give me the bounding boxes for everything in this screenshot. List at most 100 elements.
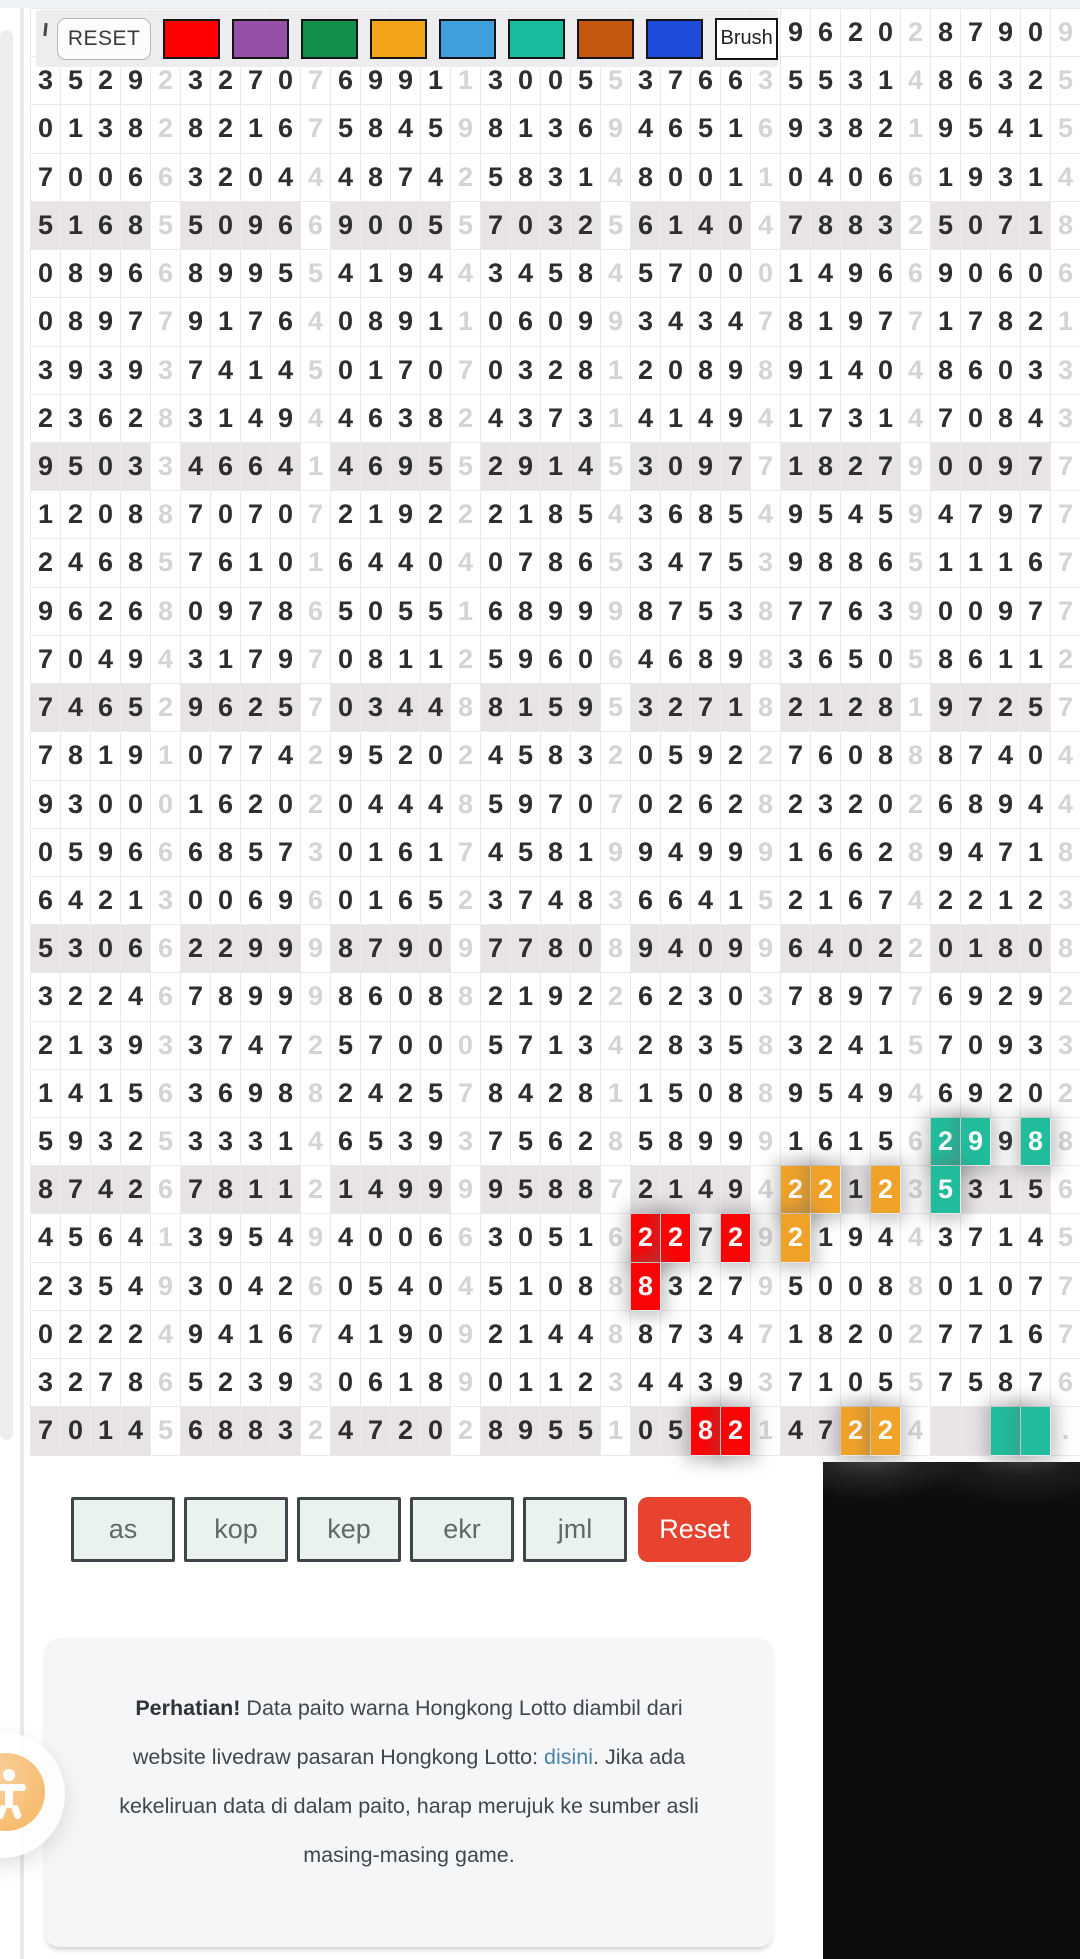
grid-cell[interactable]: 5	[151, 539, 181, 588]
grid-cell[interactable]: 0	[31, 1310, 61, 1360]
grid-cell[interactable]: 9	[31, 780, 61, 829]
grid-cell[interactable]: 1	[961, 1262, 991, 1311]
grid-cell[interactable]: 4	[121, 1407, 151, 1456]
grid-cell[interactable]: 9	[211, 250, 241, 299]
grid-cell[interactable]: 5	[421, 587, 451, 636]
grid-cell[interactable]: 8	[331, 925, 361, 974]
grid-cell[interactable]: 8	[841, 105, 871, 154]
grid-cell[interactable]: 4	[511, 1069, 541, 1119]
grid-cell[interactable]: 6	[811, 1118, 841, 1167]
grid-cell[interactable]: 9	[61, 1118, 91, 1167]
grid-cell[interactable]: 1	[511, 973, 541, 1022]
grid-cell[interactable]: 2	[61, 973, 91, 1022]
grid-cell[interactable]: 1	[211, 635, 241, 685]
grid-cell[interactable]: 7	[601, 1166, 631, 1215]
grid-cell[interactable]: 4	[391, 684, 421, 733]
grid-cell[interactable]: 9	[691, 1118, 721, 1167]
grid-cell[interactable]: 0	[871, 780, 901, 829]
grid-cell[interactable]: 6	[91, 539, 121, 588]
grid-cell[interactable]: 2	[121, 1166, 151, 1215]
grid-cell[interactable]: 5	[481, 1021, 511, 1070]
grid-cell[interactable]: 4	[121, 1262, 151, 1311]
grid-cell[interactable]: 7	[691, 1214, 721, 1263]
grid-cell[interactable]: 4	[331, 394, 361, 443]
grid-cell[interactable]: 3	[481, 250, 511, 299]
grid-cell[interactable]: 9	[391, 250, 421, 299]
grid-cell[interactable]: 7	[1021, 442, 1051, 492]
grid-cell[interactable]: 8	[421, 1359, 451, 1408]
grid-cell[interactable]: 9	[691, 442, 721, 492]
grid-cell[interactable]: 5	[181, 201, 211, 251]
grid-cell[interactable]: 8	[601, 925, 631, 974]
grid-cell[interactable]: 3	[811, 105, 841, 154]
grid-cell[interactable]: 7	[451, 828, 481, 877]
grid-cell[interactable]: 9	[871, 1069, 901, 1119]
grid-cell[interactable]: 5	[511, 1118, 541, 1167]
grid-cell[interactable]: 9	[721, 346, 751, 395]
grid-cell[interactable]: 7	[241, 298, 271, 347]
grid-cell[interactable]: 9	[391, 491, 421, 540]
grid-cell[interactable]: 1	[121, 876, 151, 926]
grid-cell[interactable]: 0	[391, 1021, 421, 1070]
grid-cell[interactable]: 7	[511, 1021, 541, 1070]
grid-cell[interactable]: 5	[361, 732, 391, 781]
grid-cell[interactable]: 5	[511, 732, 541, 781]
grid-cell[interactable]: 2	[211, 153, 241, 202]
grid-cell[interactable]: 9	[91, 250, 121, 299]
grid-cell[interactable]: 4	[811, 925, 841, 974]
grid-cell[interactable]: 4	[1051, 732, 1080, 781]
grid-cell[interactable]: 3	[991, 57, 1021, 106]
grid-cell[interactable]: 6	[871, 539, 901, 588]
grid-cell[interactable]: 0	[841, 153, 871, 202]
grid-cell[interactable]: 9	[571, 298, 601, 347]
grid-cell[interactable]: 8	[901, 1262, 931, 1311]
grid-cell[interactable]: 5	[31, 925, 61, 974]
grid-cell[interactable]: 8	[1021, 1118, 1051, 1167]
grid-cell[interactable]: 2	[841, 684, 871, 733]
grid-cell[interactable]: 0	[961, 1021, 991, 1070]
grid-cell[interactable]: 6	[661, 635, 691, 685]
filter-button-kep[interactable]: kep	[297, 1497, 401, 1562]
grid-cell[interactable]: 1	[331, 1166, 361, 1215]
grid-cell[interactable]: 9	[601, 828, 631, 877]
grid-cell[interactable]: 1	[721, 153, 751, 202]
grid-cell[interactable]: 4	[271, 346, 301, 395]
grid-cell[interactable]: 2	[601, 973, 631, 1022]
grid-cell[interactable]: 3	[31, 1359, 61, 1408]
grid-cell[interactable]: 7	[121, 298, 151, 347]
grid-cell[interactable]: 2	[151, 684, 181, 733]
grid-cell[interactable]: 5	[391, 587, 421, 636]
filter-reset-button[interactable]: Reset	[638, 1497, 751, 1562]
grid-cell[interactable]: 0	[481, 1359, 511, 1408]
grid-cell[interactable]: 9	[421, 1118, 451, 1167]
grid-cell[interactable]: 7	[31, 153, 61, 202]
grid-cell[interactable]: 6	[961, 57, 991, 106]
grid-cell[interactable]: 0	[691, 153, 721, 202]
grid-cell[interactable]: 2	[661, 684, 691, 733]
grid-cell[interactable]: 6	[1051, 1359, 1080, 1408]
grid-cell[interactable]	[961, 1407, 991, 1456]
grid-cell[interactable]: 0	[211, 201, 241, 251]
grid-cell[interactable]: 9	[991, 491, 1021, 540]
grid-cell[interactable]: 9	[241, 973, 271, 1022]
grid-cell[interactable]: 4	[751, 1166, 781, 1215]
grid-cell[interactable]: 1	[601, 394, 631, 443]
grid-cell[interactable]: 2	[391, 1407, 421, 1456]
grid-cell[interactable]: 6	[181, 1407, 211, 1456]
grid-cell[interactable]: 2	[91, 876, 121, 926]
grid-cell[interactable]: 7	[361, 925, 391, 974]
grid-cell[interactable]: 9	[631, 828, 661, 877]
grid-cell[interactable]: 8	[421, 394, 451, 443]
grid-cell[interactable]: 1	[241, 1310, 271, 1360]
grid-cell[interactable]: 2	[31, 1262, 61, 1311]
grid-cell[interactable]: 2	[1021, 298, 1051, 347]
grid-cell[interactable]: 1	[721, 105, 751, 154]
grid-cell[interactable]: 1	[811, 1359, 841, 1408]
grid-cell[interactable]: 1	[151, 732, 181, 781]
grid-cell[interactable]: 5	[511, 1166, 541, 1215]
grid-cell[interactable]: 3	[241, 1118, 271, 1167]
grid-cell[interactable]: 9	[991, 442, 1021, 492]
grid-cell[interactable]: 4	[271, 442, 301, 492]
grid-cell[interactable]: 9	[31, 587, 61, 636]
grid-cell[interactable]: 3	[631, 442, 661, 492]
